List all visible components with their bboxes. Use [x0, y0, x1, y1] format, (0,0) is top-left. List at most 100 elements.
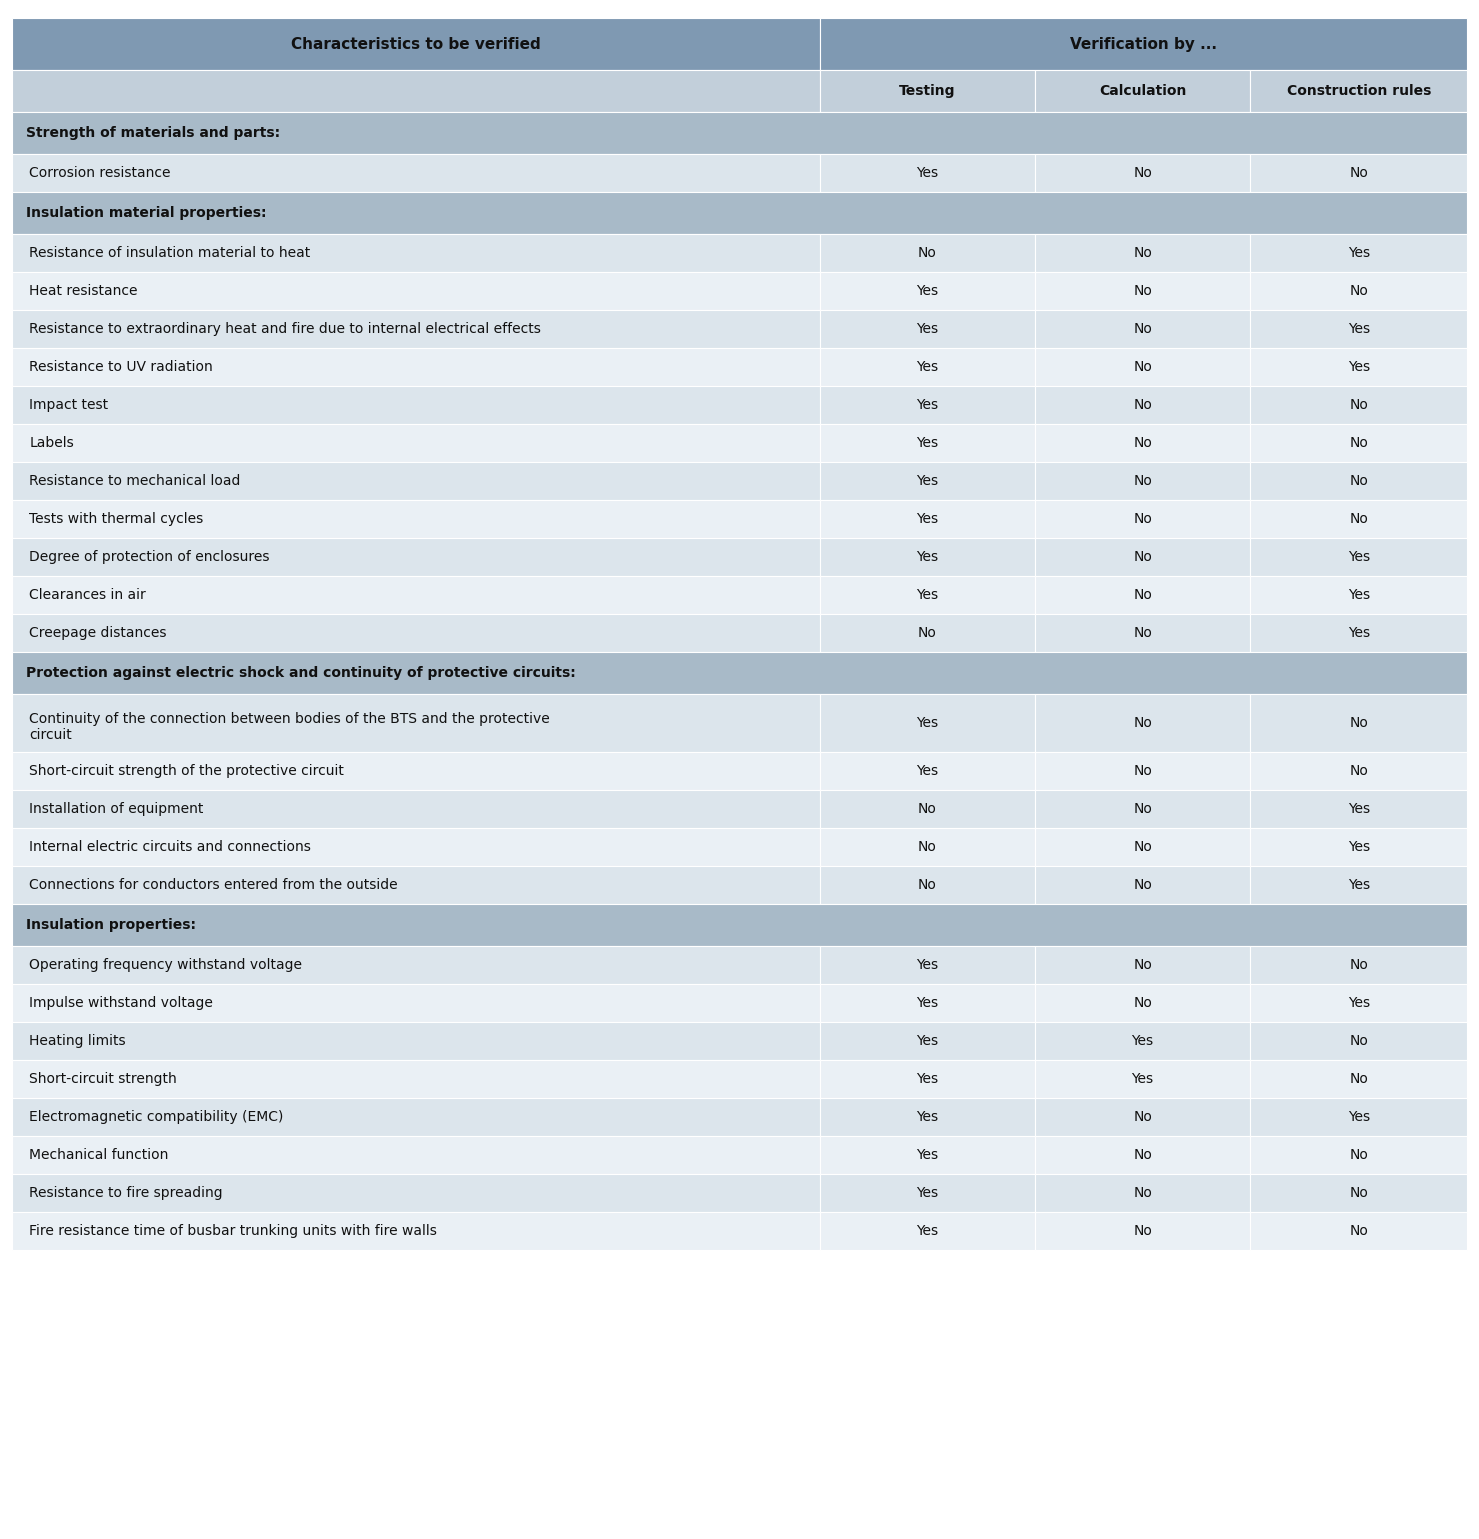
- Text: No: No: [1349, 285, 1368, 299]
- Bar: [12, 1136, 819, 1174]
- Bar: [12, 828, 819, 866]
- Text: No: No: [1349, 1187, 1368, 1200]
- Bar: [12, 18, 819, 71]
- Text: Yes: Yes: [916, 996, 938, 1011]
- Bar: [1035, 1213, 1250, 1251]
- Text: Heating limits: Heating limits: [30, 1034, 126, 1048]
- Bar: [1250, 866, 1467, 905]
- Text: No: No: [1133, 1111, 1152, 1125]
- Text: Resistance of insulation material to heat: Resistance of insulation material to hea…: [30, 246, 311, 260]
- Text: No: No: [1133, 840, 1152, 854]
- Bar: [1035, 71, 1250, 112]
- Bar: [819, 866, 1035, 905]
- Text: No: No: [1133, 246, 1152, 260]
- Bar: [1250, 425, 1467, 462]
- Bar: [819, 234, 1035, 272]
- Text: No: No: [1133, 474, 1152, 488]
- Bar: [819, 1022, 1035, 1060]
- Bar: [1035, 694, 1250, 753]
- Bar: [12, 234, 819, 272]
- Text: Construction rules: Construction rules: [1287, 85, 1432, 98]
- Bar: [1250, 614, 1467, 653]
- Text: Yes: Yes: [1347, 323, 1370, 337]
- Bar: [1250, 234, 1467, 272]
- Bar: [819, 18, 1467, 71]
- Bar: [12, 1213, 819, 1251]
- Bar: [1250, 348, 1467, 386]
- Bar: [12, 577, 819, 614]
- Bar: [1250, 500, 1467, 539]
- Bar: [1035, 500, 1250, 539]
- Bar: [819, 985, 1035, 1022]
- Text: Creepage distances: Creepage distances: [30, 626, 167, 640]
- Text: No: No: [1133, 717, 1152, 731]
- Text: Yes: Yes: [916, 1111, 938, 1125]
- Text: No: No: [918, 246, 936, 260]
- Bar: [12, 1174, 819, 1213]
- Bar: [819, 1174, 1035, 1213]
- Text: Verification by ...: Verification by ...: [1069, 37, 1217, 52]
- Bar: [819, 1136, 1035, 1174]
- Text: Yes: Yes: [1347, 879, 1370, 893]
- Text: Characteristics to be verified: Characteristics to be verified: [291, 37, 540, 52]
- Bar: [1035, 348, 1250, 386]
- Text: No: No: [1349, 1148, 1368, 1162]
- Bar: [1250, 71, 1467, 112]
- Bar: [1035, 866, 1250, 905]
- Bar: [12, 71, 819, 112]
- Text: Operating frequency withstand voltage: Operating frequency withstand voltage: [30, 959, 302, 973]
- Bar: [1035, 1060, 1250, 1099]
- Bar: [1035, 1022, 1250, 1060]
- Bar: [819, 462, 1035, 500]
- Text: No: No: [918, 879, 936, 893]
- Text: Yes: Yes: [916, 1148, 938, 1162]
- Text: No: No: [1349, 1073, 1368, 1087]
- Text: Yes: Yes: [916, 166, 938, 180]
- Text: No: No: [1133, 879, 1152, 893]
- Bar: [1035, 1099, 1250, 1136]
- Text: No: No: [1133, 588, 1152, 602]
- Text: Yes: Yes: [916, 1225, 938, 1239]
- Bar: [1250, 1136, 1467, 1174]
- Text: No: No: [1133, 285, 1152, 299]
- Bar: [819, 1213, 1035, 1251]
- Bar: [1250, 539, 1467, 577]
- Text: No: No: [1133, 323, 1152, 337]
- Text: Connections for conductors entered from the outside: Connections for conductors entered from …: [30, 879, 398, 893]
- Bar: [1250, 753, 1467, 791]
- Text: Strength of materials and parts:: Strength of materials and parts:: [27, 126, 281, 140]
- Text: No: No: [1133, 996, 1152, 1011]
- Bar: [819, 946, 1035, 985]
- Text: Resistance to UV radiation: Resistance to UV radiation: [30, 360, 213, 374]
- Bar: [1035, 386, 1250, 425]
- Bar: [12, 154, 819, 192]
- Bar: [1250, 946, 1467, 985]
- Bar: [1250, 1022, 1467, 1060]
- Text: No: No: [1349, 512, 1368, 526]
- Text: No: No: [1133, 166, 1152, 180]
- Bar: [819, 791, 1035, 828]
- Bar: [1250, 1099, 1467, 1136]
- Bar: [12, 348, 819, 386]
- Text: Mechanical function: Mechanical function: [30, 1148, 169, 1162]
- Text: No: No: [1133, 765, 1152, 779]
- Text: Yes: Yes: [1347, 802, 1370, 817]
- Text: Yes: Yes: [916, 551, 938, 565]
- Bar: [819, 1099, 1035, 1136]
- Text: Continuity of the connection between bodies of the BTS and the protective: Continuity of the connection between bod…: [30, 713, 550, 726]
- Bar: [1035, 234, 1250, 272]
- Text: Yes: Yes: [916, 1034, 938, 1048]
- Text: Yes: Yes: [1131, 1073, 1154, 1087]
- Bar: [1035, 539, 1250, 577]
- Bar: [1250, 791, 1467, 828]
- Bar: [1250, 828, 1467, 866]
- Text: Impact test: Impact test: [30, 399, 108, 412]
- Bar: [819, 348, 1035, 386]
- Text: Yes: Yes: [916, 360, 938, 374]
- Text: No: No: [1349, 717, 1368, 731]
- Bar: [819, 272, 1035, 311]
- Text: Short-circuit strength of the protective circuit: Short-circuit strength of the protective…: [30, 765, 345, 779]
- Text: Short-circuit strength: Short-circuit strength: [30, 1073, 177, 1087]
- Text: Yes: Yes: [916, 1073, 938, 1087]
- Bar: [12, 192, 1467, 234]
